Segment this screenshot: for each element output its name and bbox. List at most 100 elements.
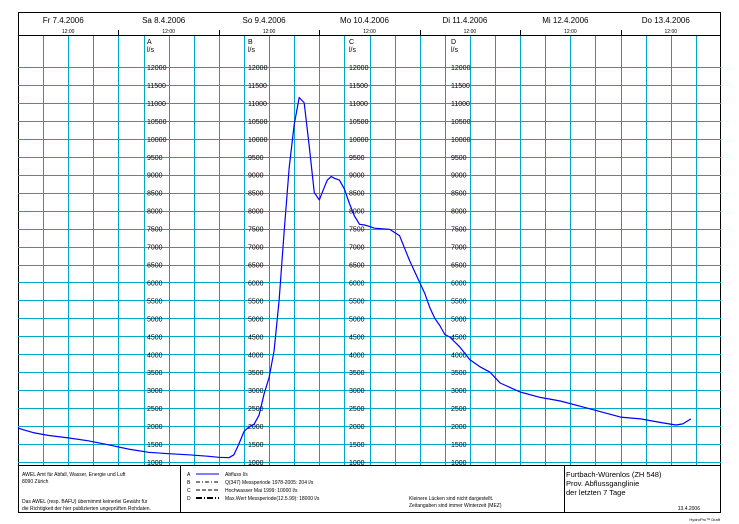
legend-text-d: Max.Wert Messperiode(12.5.99): 18000 l/s: [225, 496, 320, 502]
noon-label: 12:00: [665, 29, 678, 35]
scale-tick-label: 9500: [451, 155, 467, 162]
scale-tick-label: 1000: [451, 460, 467, 467]
scale-tick-label: 9000: [451, 173, 467, 180]
scale-tick-label: 1000: [349, 460, 365, 467]
scale-tick-label: 11000: [349, 101, 368, 108]
series-layer: [17, 96, 692, 459]
scale-tick-label: 12000: [349, 65, 369, 72]
scale-tick-label: 11500: [147, 83, 166, 90]
outer-frame: [18, 12, 721, 513]
scale-tick-label: 7500: [451, 227, 467, 234]
scale-tick-label: 8500: [248, 191, 264, 198]
scale-tick-label: 10000: [147, 137, 167, 144]
scale-tick-label: 11000: [451, 101, 470, 108]
scale-unit: l/s: [248, 47, 256, 54]
scale-tick-label: 11000: [248, 101, 267, 108]
scale-tick-label: 3000: [248, 388, 264, 395]
scale-tick-label: 5000: [349, 316, 365, 323]
scale-tick-label: 3000: [451, 388, 467, 395]
scale-tick-label: 3500: [248, 370, 264, 377]
scale-tick-label: 3500: [349, 370, 365, 377]
scale-tick-label: 9500: [248, 155, 264, 162]
scale-tick-label: 3000: [349, 388, 365, 395]
scale-tick-label: 6000: [147, 280, 163, 287]
scale-tick-label: 10000: [248, 137, 268, 144]
scale-tick-label: 7000: [248, 245, 264, 252]
day-label: Mi 12.4.2006: [542, 16, 589, 25]
scale-tick-label: 7000: [349, 245, 365, 252]
scale-tick-label: 4000: [147, 352, 163, 359]
scale-tick-label: 5500: [349, 298, 365, 305]
legend-letter-a: A: [187, 472, 191, 478]
noon-label: 12:00: [162, 29, 175, 35]
scale-tick-label: 9500: [349, 155, 365, 162]
scale-tick-label: 8500: [147, 191, 163, 198]
scale-tick-label: 6000: [451, 280, 467, 287]
noon-label: 12:00: [464, 29, 477, 35]
subtitle-line-1: Prov. Abflussganglinie: [566, 479, 639, 488]
disclaimer-line-2: die Richtigkeit der hier publizierten un…: [22, 506, 151, 512]
scale-tick-label: 6500: [147, 263, 163, 270]
day-label: Di 11.4.2006: [443, 16, 488, 25]
scale-tick-label: 8000: [451, 209, 467, 216]
scale-tick-label: 3500: [451, 370, 467, 377]
scale-tick-label: 5500: [248, 298, 264, 305]
scale-tick-label: 5000: [147, 316, 163, 323]
noon-label: 12:00: [62, 29, 75, 35]
scale-tick-label: 4500: [147, 334, 163, 341]
scale-tick-label: 12000: [147, 65, 167, 72]
scale-tick-label: 1500: [248, 442, 264, 449]
scale-tick-label: 2000: [349, 424, 365, 431]
legend-text-a: Abfluss l/s: [225, 472, 248, 478]
scale-tick-label: 4500: [248, 334, 264, 341]
day-label: Do 13.4.2006: [642, 16, 691, 25]
scale-tick-label: 1500: [147, 442, 163, 449]
scale-tick-label: 7000: [147, 245, 163, 252]
scale-tick-label: 8000: [349, 209, 365, 216]
scale-tick-label: 7000: [451, 245, 467, 252]
scale-tick-label: 1000: [248, 460, 264, 467]
discharge-line: [17, 96, 692, 459]
scale-tick-label: 10500: [451, 119, 471, 126]
scale-tick-label: 8500: [451, 191, 467, 198]
legend-text-b: Q(347) Messperiode 1978-2005: 204 l/s: [225, 480, 314, 486]
value-scales: Al/s 1000 1500 2000 2500 3000 3500 4000 4500 5000…: [147, 39, 471, 467]
scale-unit: l/s: [147, 47, 155, 54]
scale-tick-label: 11500: [349, 83, 368, 90]
scale-tick-label: 2000: [147, 424, 163, 431]
scale-tick-label: 6500: [248, 263, 264, 270]
scale-tick-label: 5500: [451, 298, 467, 305]
scale-tick-label: 5500: [147, 298, 163, 305]
scale-tick-label: 7500: [349, 227, 365, 234]
scale-tick-label: 3000: [147, 388, 163, 395]
scale-tick-label: 11500: [451, 83, 470, 90]
scale-tick-label: 9000: [349, 173, 365, 180]
grid-layer: [18, 36, 721, 465]
scale-tick-label: 8000: [147, 209, 163, 216]
scale-tick-label: 7500: [147, 227, 163, 234]
scale-tick-label: 1500: [349, 442, 365, 449]
scale-tick-label: 5000: [248, 316, 264, 323]
scale-tick-label: 8500: [349, 191, 365, 198]
footer-credit: HydroPro™ Draft: [689, 517, 721, 522]
report-date: 13.4.2006: [678, 506, 700, 512]
scale-tick-label: 2500: [349, 406, 365, 413]
scale-tick-label: 11000: [147, 101, 166, 108]
bottom-panel: AWEL Amt für Abfall, Wasser, Energie und…: [22, 466, 700, 512]
scale-tick-label: 9000: [248, 173, 264, 180]
day-label: Mo 10.4.2006: [340, 16, 389, 25]
scale-tick-label: 1000: [147, 460, 163, 467]
scale-tick-label: 6500: [349, 263, 365, 270]
scale-tick-label: 3500: [147, 370, 163, 377]
org-line-1: AWEL Amt für Abfall, Wasser, Energie und…: [22, 472, 126, 478]
scale-tick-label: 4000: [451, 352, 467, 359]
scale-tick-label: 1500: [451, 442, 467, 449]
scale-tick-label: 6000: [349, 280, 365, 287]
scale-tick-label: 2500: [147, 406, 163, 413]
scale-tick-label: 8000: [248, 209, 264, 216]
noon-label: 12:00: [263, 29, 276, 35]
legend-text-c: Hochwasser Mai 1999: 10000 l/s: [225, 488, 298, 494]
scale-tick-label: 10500: [147, 119, 167, 126]
scale-tick-label: 7500: [248, 227, 264, 234]
